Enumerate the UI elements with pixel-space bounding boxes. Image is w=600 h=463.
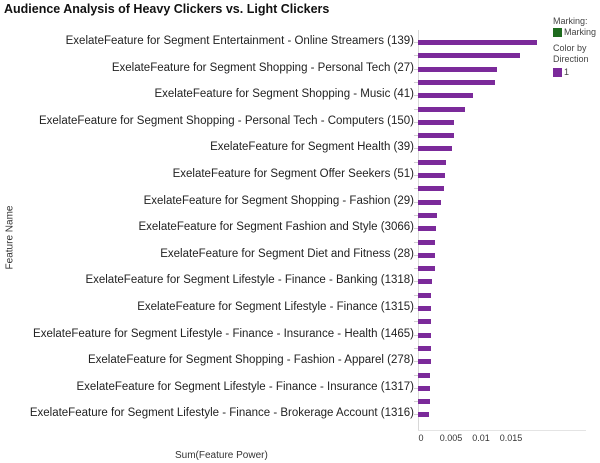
bar[interactable] xyxy=(418,66,498,72)
bar[interactable] xyxy=(418,106,465,112)
y-tick xyxy=(414,201,418,203)
bar[interactable] xyxy=(418,332,432,338)
y-tick xyxy=(414,414,418,416)
bar[interactable] xyxy=(418,212,438,218)
y-tick xyxy=(414,81,418,83)
bar[interactable] xyxy=(418,412,429,418)
bar[interactable] xyxy=(418,146,453,152)
bar[interactable] xyxy=(418,79,495,85)
x-axis-line xyxy=(418,430,586,431)
category-label: ExelateFeature for Segment Shopping - Pe… xyxy=(38,114,414,127)
bar[interactable] xyxy=(418,159,447,165)
bar[interactable] xyxy=(418,173,445,178)
x-tick-label: 0 xyxy=(418,433,424,443)
y-tick xyxy=(414,108,418,110)
y-tick xyxy=(414,68,418,70)
bar[interactable] xyxy=(418,252,435,258)
y-tick xyxy=(414,228,418,230)
bar[interactable] xyxy=(418,133,454,139)
bar[interactable] xyxy=(418,359,432,365)
y-tick xyxy=(414,308,418,309)
category-label: ExelateFeature for Segment Lifestyle - F… xyxy=(33,327,414,340)
x-tick-label: 0.005 xyxy=(439,433,463,443)
y-tick xyxy=(414,135,418,137)
y-tick xyxy=(414,161,418,163)
category-label: ExelateFeature for Segment Shopping - Mu… xyxy=(154,88,414,101)
legend-color-item[interactable]: 1 xyxy=(553,67,597,78)
bar[interactable] xyxy=(418,40,537,45)
color-swatch xyxy=(553,68,562,77)
legend-marking-title: Marking: xyxy=(553,16,588,26)
category-label: ExelateFeature for Segment Lifestyle - F… xyxy=(137,301,414,313)
y-tick xyxy=(414,254,418,256)
y-tick xyxy=(414,188,418,190)
category-label: ExelateFeature for Segment Shopping - Fa… xyxy=(87,354,414,367)
category-label: ExelateFeature for Segment Fashion and S… xyxy=(138,221,414,234)
category-label: ExelateFeature for Segment Entertainment… xyxy=(65,35,414,47)
chart-title: Audience Analysis of Heavy Clickers vs. … xyxy=(4,2,330,16)
category-label: ExelateFeature for Segment Diet and Fitn… xyxy=(160,247,414,260)
category-label: ExelateFeature for Segment Lifestyle - F… xyxy=(85,274,414,287)
y-axis-label: Feature Name xyxy=(4,205,16,270)
bar[interactable] xyxy=(418,93,474,99)
y-tick xyxy=(414,347,418,349)
legend[interactable]: Marking: Marking Color by Direction 1 xyxy=(553,16,597,78)
category-label: ExelateFeature for Segment Lifestyle - F… xyxy=(29,407,414,420)
bar[interactable] xyxy=(418,266,435,272)
bar[interactable] xyxy=(418,279,432,285)
bar[interactable] xyxy=(418,399,430,405)
bar[interactable] xyxy=(418,385,430,391)
y-tick xyxy=(414,214,418,216)
y-tick xyxy=(414,281,418,283)
bar[interactable] xyxy=(418,186,444,192)
y-tick xyxy=(414,387,418,389)
bar[interactable] xyxy=(418,306,432,311)
y-tick xyxy=(414,121,418,123)
bar[interactable] xyxy=(418,345,432,351)
y-tick xyxy=(414,321,418,323)
x-tick-label: 0.015 xyxy=(499,433,523,443)
y-tick xyxy=(414,55,418,57)
legend-color-label: 1 xyxy=(564,67,570,77)
bar[interactable] xyxy=(418,53,520,59)
bar[interactable] xyxy=(418,119,454,125)
bar[interactable] xyxy=(418,292,432,298)
category-label: ExelateFeature for Segment Health (39) xyxy=(210,141,414,154)
y-tick xyxy=(414,401,418,403)
x-axis-label: Sum(Feature Power) xyxy=(175,450,268,461)
category-label: ExelateFeature for Segment Lifestyle - F… xyxy=(76,380,414,393)
bar[interactable] xyxy=(418,226,436,232)
x-tick-label: 0.01 xyxy=(472,433,490,443)
marking-swatch xyxy=(553,28,562,37)
y-tick xyxy=(414,268,418,270)
y-tick xyxy=(414,42,418,43)
bar[interactable] xyxy=(418,239,435,245)
y-tick xyxy=(414,334,418,336)
bar[interactable] xyxy=(418,319,432,325)
category-label: ExelateFeature for Segment Shopping - Fa… xyxy=(143,194,414,207)
y-tick xyxy=(414,374,418,376)
y-tick xyxy=(414,294,418,296)
category-label: ExelateFeature for Segment Offer Seekers… xyxy=(172,168,414,180)
bar[interactable] xyxy=(418,372,430,378)
y-tick xyxy=(414,95,418,97)
category-label: ExelateFeature for Segment Shopping - Pe… xyxy=(111,61,414,74)
y-tick xyxy=(414,175,418,176)
y-tick xyxy=(414,361,418,363)
legend-marking-item[interactable]: Marking xyxy=(553,27,597,38)
y-tick xyxy=(414,241,418,243)
legend-color-title: Color by Direction xyxy=(553,43,589,64)
legend-marking-label: Marking xyxy=(564,27,597,37)
y-tick xyxy=(414,148,418,150)
bar[interactable] xyxy=(418,199,441,205)
